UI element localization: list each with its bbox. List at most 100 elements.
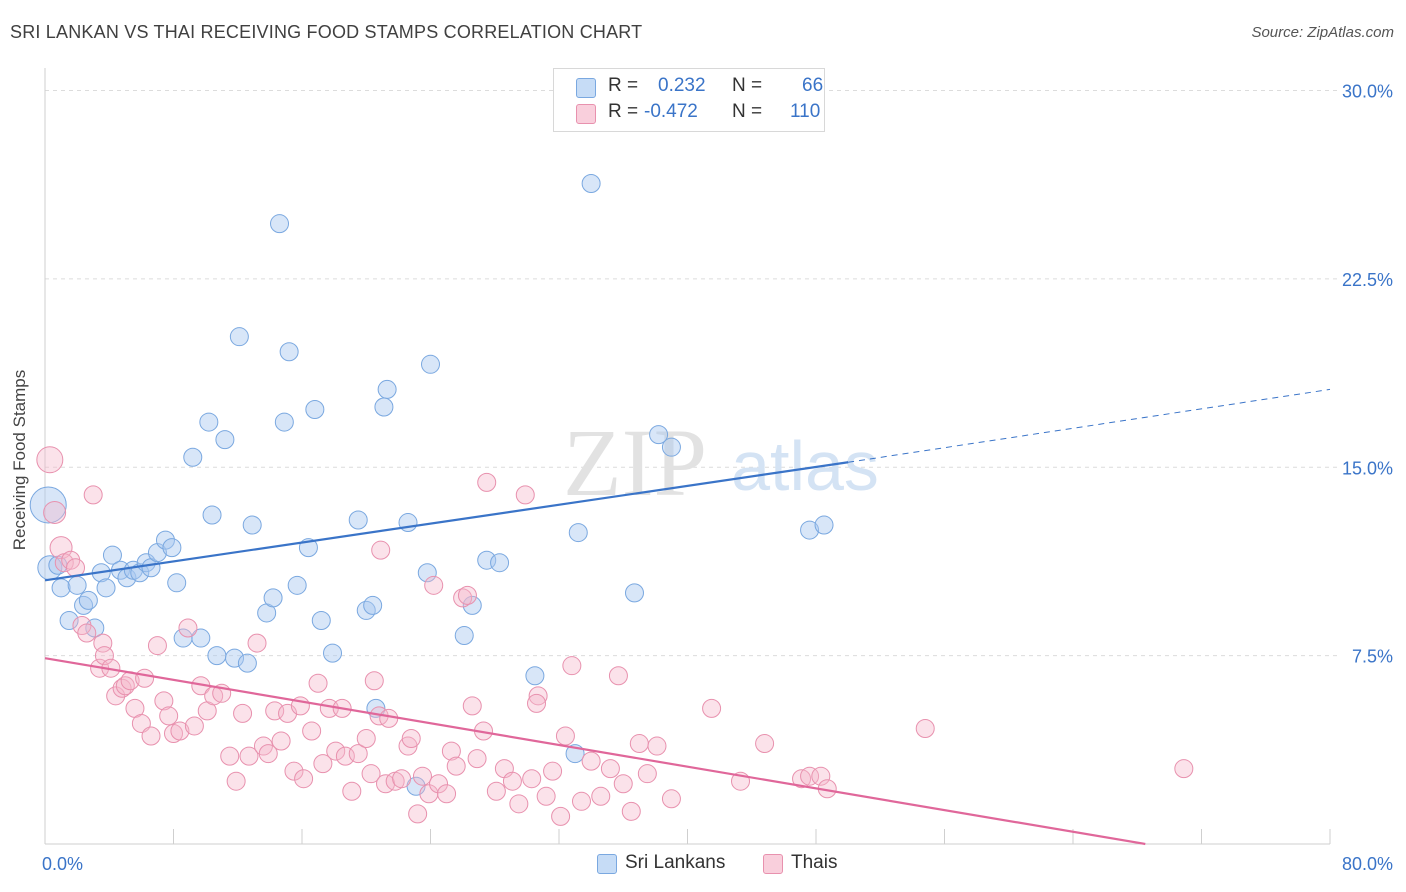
- thai-point: [486, 781, 506, 801]
- thai-point: [536, 786, 556, 806]
- thai-point: [94, 646, 114, 666]
- sri-lankan-point: [581, 173, 601, 193]
- thai-point: [106, 686, 126, 706]
- sri-lankan-point: [814, 515, 834, 535]
- thai-point: [915, 718, 935, 738]
- thai-point: [302, 721, 322, 741]
- thai-point: [792, 769, 812, 789]
- thai-point: [401, 729, 421, 749]
- sri-lankan-point: [191, 628, 211, 648]
- thai-point: [457, 585, 477, 605]
- thai-point: [467, 749, 487, 769]
- axes: [44, 68, 1331, 845]
- thai-point: [462, 696, 482, 716]
- sri-lankan-point: [202, 505, 222, 525]
- thai-point: [412, 766, 432, 786]
- thai-point: [154, 691, 174, 711]
- sri-lankan-point: [29, 486, 67, 524]
- thai-point: [755, 734, 775, 754]
- thai-point: [629, 734, 649, 754]
- sri-lankan-point: [167, 573, 187, 593]
- sri-lankan-point: [568, 523, 588, 543]
- legend-n-label: N =: [732, 101, 763, 122]
- sri-lankan-point: [207, 646, 227, 666]
- legend-swatch-sri-lankans: [576, 78, 596, 98]
- sri-lankan-point: [225, 648, 245, 668]
- thai-point: [702, 698, 722, 718]
- watermark-zip: ZIP: [563, 409, 707, 516]
- sri-lankan-point: [800, 520, 820, 540]
- legend-r-label: R =: [608, 101, 639, 122]
- thai-point: [258, 744, 278, 764]
- chart-title: SRI LANKAN VS THAI RECEIVING FOOD STAMPS…: [10, 22, 643, 42]
- legend-r-value: -0.472: [644, 101, 698, 122]
- sri-lankan-point: [417, 563, 437, 583]
- thai-point: [581, 751, 601, 771]
- bottom-legend-swatch-thais: [763, 854, 783, 874]
- thai-point: [364, 671, 384, 691]
- thai-point: [555, 726, 575, 746]
- thai-point: [1174, 759, 1194, 779]
- thai-point: [379, 708, 399, 728]
- sri-lankan-point: [323, 643, 343, 663]
- sri-lankan-point: [59, 610, 79, 630]
- sri-lankan-point: [661, 437, 681, 457]
- thai-point: [613, 774, 633, 794]
- thai-point: [348, 744, 368, 764]
- sri-lankan-point: [67, 575, 87, 595]
- sri-lankan-point: [374, 397, 394, 417]
- trend-line-sri-lankans: [44, 461, 849, 582]
- correlation-legend: R = 0.232 N = 66 R = -0.472 N = 110: [553, 68, 825, 132]
- sri-lankan-point: [51, 578, 71, 598]
- thai-point: [408, 804, 428, 824]
- thai-point: [284, 761, 304, 781]
- sri-lankan-point: [311, 610, 331, 630]
- thai-point: [811, 766, 831, 786]
- thai-point: [509, 794, 529, 814]
- sri-lankan-point: [155, 530, 175, 550]
- thai-point: [178, 618, 198, 638]
- thai-point: [424, 575, 444, 595]
- legend-swatch-thais: [576, 104, 596, 124]
- thai-point: [571, 791, 591, 811]
- legend-n-value: 66: [802, 75, 824, 96]
- thai-point: [36, 446, 64, 474]
- sri-lankan-point: [130, 563, 150, 583]
- y-tick-label: 7.5%: [1352, 647, 1393, 667]
- sri-lankan-point: [162, 538, 182, 558]
- thai-point: [313, 754, 333, 774]
- tick-labels: 7.5% 15.0% 22.5% 30.0% 0.0% 80.0%: [42, 82, 1393, 874]
- bottom-legend-swatch-sri-lankans: [597, 854, 617, 874]
- thai-point: [226, 771, 246, 791]
- sri-lankan-point: [215, 430, 235, 450]
- thai-point: [392, 769, 412, 789]
- y-tick-label: 22.5%: [1342, 270, 1393, 290]
- bottom-legend-label: Sri Lankans: [625, 852, 726, 873]
- y-tick-label: 30.0%: [1342, 82, 1393, 102]
- thai-point: [453, 588, 473, 608]
- thai-point: [371, 540, 391, 560]
- thai-point: [502, 771, 522, 791]
- thai-point: [522, 769, 542, 789]
- y-axis-label: Receiving Food Stamps: [10, 369, 29, 551]
- series-sri-lankans: [29, 173, 834, 796]
- sri-lankan-point: [363, 595, 383, 615]
- thai-point: [398, 736, 418, 756]
- thai-point: [308, 673, 328, 693]
- sri-lankan-point: [237, 653, 257, 673]
- thai-point: [647, 736, 667, 756]
- thai-point: [43, 500, 67, 524]
- thai-point: [239, 746, 259, 766]
- sri-lankan-point: [279, 342, 299, 362]
- thai-point: [543, 761, 563, 781]
- thai-point: [356, 729, 376, 749]
- bottom-legend-label: Thais: [791, 852, 838, 873]
- sri-lankan-point: [96, 578, 116, 598]
- thai-point: [141, 726, 161, 746]
- thai-point: [170, 721, 190, 741]
- trend-line-thais: [44, 657, 1146, 846]
- thai-point: [326, 741, 346, 761]
- sri-lankan-point: [454, 626, 474, 646]
- sri-lankan-point: [242, 515, 262, 535]
